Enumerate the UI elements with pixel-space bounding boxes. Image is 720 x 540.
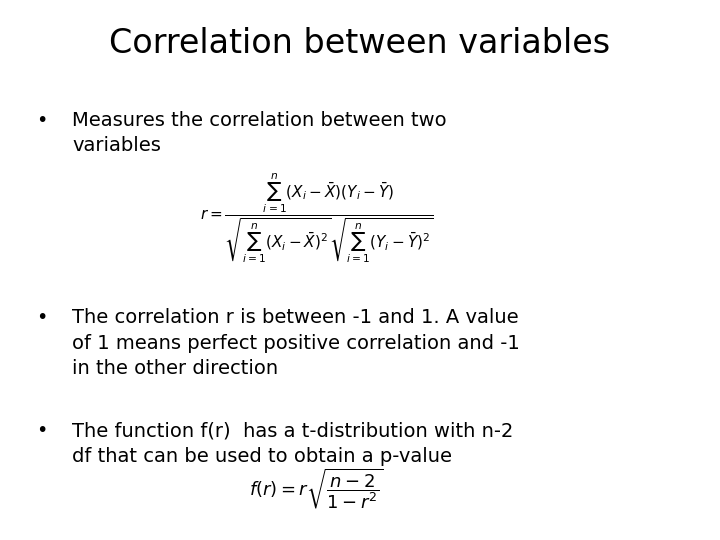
Text: $r = \dfrac{\sum_{i=1}^{n}(X_i - \bar{X})(Y_i - \bar{Y})}{\sqrt{\sum_{i=1}^{n}(X: $r = \dfrac{\sum_{i=1}^{n}(X_i - \bar{X}… xyxy=(200,172,433,266)
Text: •: • xyxy=(36,111,48,130)
Text: $f(r) = r\sqrt{\dfrac{n-2}{1-r^2}}$: $f(r) = r\sqrt{\dfrac{n-2}{1-r^2}}$ xyxy=(249,467,384,511)
Text: Correlation between variables: Correlation between variables xyxy=(109,27,611,60)
Text: The correlation r is between -1 and 1. A value
of 1 means perfect positive corre: The correlation r is between -1 and 1. A… xyxy=(72,308,520,379)
Text: •: • xyxy=(36,308,48,327)
Text: The function f(r)  has a t-distribution with n-2
df that can be used to obtain a: The function f(r) has a t-distribution w… xyxy=(72,421,513,466)
Text: •: • xyxy=(36,421,48,440)
Text: Measures the correlation between two
variables: Measures the correlation between two var… xyxy=(72,111,446,156)
